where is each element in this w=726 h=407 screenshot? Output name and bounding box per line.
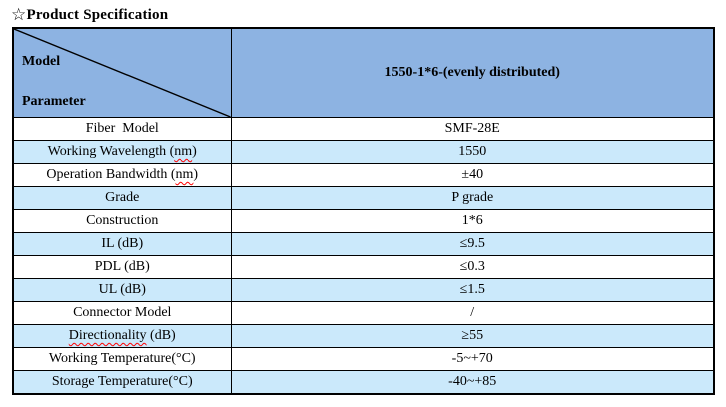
table-row: Fiber Model SMF-28E	[12, 117, 715, 141]
parameter-cell: Connector Model	[12, 301, 232, 325]
table-row: PDL (dB) ≤0.3	[12, 255, 715, 279]
parameter-cell: PDL (dB)	[12, 255, 232, 279]
spec-table-body: Fiber Model SMF-28E Working Wavelength (nm…	[12, 117, 715, 395]
table-row: Grade P grade	[12, 186, 715, 210]
value-cell: ≤9.5	[230, 232, 715, 256]
parameter-cell: Fiber Model	[12, 117, 232, 141]
value-cell: 1550	[230, 140, 715, 164]
table-row: Storage Temperature(°C) -40~+85	[12, 370, 715, 395]
value-cell: P grade	[230, 186, 715, 210]
misspelled-word: nm	[174, 144, 193, 159]
parameter-cell: Construction	[12, 209, 232, 233]
table-row: Directionality (dB) ≥55	[12, 324, 715, 348]
parameter-cell: Directionality (dB)	[12, 324, 232, 348]
table-row: Connector Model /	[12, 301, 715, 325]
value-cell: ≤1.5	[230, 278, 715, 302]
page-title: ☆Product Specification	[11, 5, 168, 25]
value-cell: -40~+85	[230, 370, 715, 395]
table-row: Operation Bandwidth (nm) ±40	[12, 163, 715, 187]
parameter-cell: Working Temperature(°C)	[12, 347, 232, 371]
header-parameter-label: Parameter	[22, 94, 86, 109]
header-model-label: Model	[22, 54, 61, 69]
parameter-cell: Operation Bandwidth (nm)	[12, 163, 232, 187]
value-cell: /	[230, 301, 715, 325]
value-cell: ≥55	[230, 324, 715, 348]
value-cell: ±40	[230, 163, 715, 187]
value-cell: ≤0.3	[230, 255, 715, 279]
parameter-cell: UL (dB)	[12, 278, 232, 302]
spec-table: Model Parameter 1550-1*6-(evenly distrib…	[12, 27, 715, 395]
page-title-text: Product Specification	[26, 7, 169, 23]
parameter-cell: Storage Temperature(°C)	[12, 370, 232, 395]
value-cell: SMF-28E	[230, 117, 715, 141]
diagonal-divider	[14, 29, 231, 117]
misspelled-word: nm	[175, 167, 194, 182]
table-row: UL (dB) ≤1.5	[12, 278, 715, 302]
parameter-cell: IL (dB)	[12, 232, 232, 256]
value-cell: -5~+70	[230, 347, 715, 371]
header-row: Model Parameter 1550-1*6-(evenly distrib…	[12, 27, 715, 118]
table-row: Construction 1*6	[12, 209, 715, 233]
table-row: IL (dB) ≤9.5	[12, 232, 715, 256]
header-corner-cell: Model Parameter	[12, 27, 232, 118]
parameter-cell: Working Wavelength (nm)	[12, 140, 232, 164]
star-icon: ☆	[11, 5, 27, 24]
misspelled-word: Directionality	[68, 328, 147, 343]
header-column-title: 1550-1*6-(evenly distributed)	[230, 27, 715, 118]
table-row: Working Wavelength (nm) 1550	[12, 140, 715, 164]
parameter-cell: Grade	[12, 186, 232, 210]
table-row: Working Temperature(°C) -5~+70	[12, 347, 715, 371]
value-cell: 1*6	[230, 209, 715, 233]
